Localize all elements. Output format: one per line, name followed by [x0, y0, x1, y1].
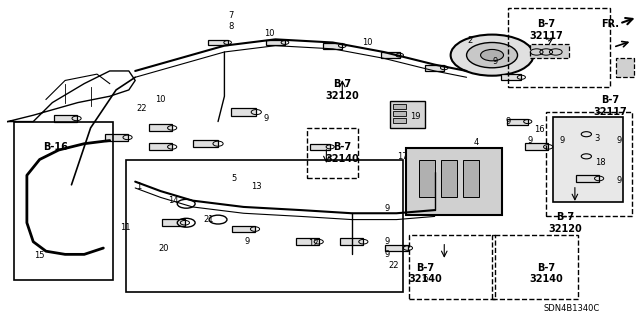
Bar: [508, 119, 528, 125]
Bar: [409, 235, 495, 299]
Text: 22: 22: [136, 104, 147, 113]
Text: 9: 9: [384, 204, 390, 213]
Text: 5: 5: [231, 174, 237, 183]
Text: B-7
32140: B-7 32140: [325, 142, 359, 164]
Bar: [14, 122, 113, 280]
Bar: [394, 111, 406, 116]
Bar: [546, 112, 632, 216]
FancyBboxPatch shape: [406, 148, 502, 215]
Text: B-16: B-16: [43, 142, 68, 152]
Text: SDN4B1340C: SDN4B1340C: [543, 304, 600, 313]
Circle shape: [481, 49, 504, 61]
Text: 15: 15: [35, 251, 45, 260]
Text: 19: 19: [410, 112, 421, 121]
Text: 8: 8: [228, 22, 234, 31]
Bar: [232, 226, 255, 233]
Bar: [576, 175, 599, 182]
Bar: [531, 44, 568, 58]
Text: 9: 9: [617, 136, 622, 145]
Bar: [104, 134, 127, 141]
Bar: [125, 160, 403, 292]
Bar: [390, 101, 425, 128]
Bar: [501, 74, 522, 80]
Bar: [441, 160, 457, 197]
Bar: [209, 40, 228, 45]
Text: 21: 21: [204, 215, 214, 224]
Text: B-7
32117: B-7 32117: [593, 95, 627, 116]
Bar: [231, 108, 256, 116]
Text: 9: 9: [384, 250, 390, 259]
Text: 16: 16: [534, 125, 545, 134]
Bar: [149, 124, 172, 131]
Text: 9: 9: [617, 175, 622, 185]
Text: 10: 10: [156, 95, 166, 104]
Bar: [54, 115, 77, 122]
Bar: [310, 144, 330, 150]
Text: 9: 9: [506, 117, 511, 126]
Text: 13: 13: [251, 182, 262, 191]
Bar: [394, 118, 406, 123]
Text: 9: 9: [527, 136, 533, 145]
Bar: [425, 65, 444, 70]
Text: 17: 17: [397, 152, 408, 161]
Bar: [266, 40, 285, 45]
Text: 9: 9: [493, 57, 498, 66]
Text: 9: 9: [559, 136, 564, 145]
Bar: [149, 144, 172, 150]
Text: 18: 18: [595, 158, 605, 167]
Bar: [323, 43, 342, 48]
FancyBboxPatch shape: [552, 117, 623, 202]
Bar: [492, 235, 578, 299]
Text: FR.: FR.: [601, 19, 619, 28]
Bar: [463, 160, 479, 197]
Text: 6: 6: [422, 274, 428, 283]
Bar: [385, 245, 408, 251]
Bar: [296, 238, 319, 245]
Bar: [394, 104, 406, 109]
Text: 11: 11: [120, 223, 131, 232]
Text: 9: 9: [263, 114, 268, 123]
Bar: [525, 144, 548, 150]
Text: 3: 3: [595, 134, 600, 144]
Bar: [340, 238, 364, 245]
Text: 9: 9: [244, 237, 250, 246]
Text: 1: 1: [136, 182, 141, 191]
Bar: [419, 160, 435, 197]
Text: 4: 4: [474, 137, 479, 147]
Bar: [193, 140, 218, 147]
Text: B-7
32140: B-7 32140: [529, 263, 563, 284]
Text: 20: 20: [159, 243, 169, 253]
Text: 22: 22: [388, 261, 399, 270]
Text: B-7
32120: B-7 32120: [548, 212, 582, 234]
Text: B-7
32140: B-7 32140: [408, 263, 442, 284]
Text: B-7
32120: B-7 32120: [325, 79, 359, 101]
Bar: [307, 128, 358, 178]
Text: B-7
32117: B-7 32117: [529, 19, 563, 41]
Text: 9: 9: [384, 237, 390, 246]
Bar: [616, 58, 634, 77]
Text: 10: 10: [362, 38, 373, 47]
Text: 10: 10: [264, 28, 275, 38]
Text: 2: 2: [467, 36, 472, 45]
Circle shape: [451, 34, 534, 76]
Bar: [508, 8, 610, 87]
Text: 14: 14: [168, 196, 179, 205]
Text: 12: 12: [308, 239, 319, 248]
Bar: [381, 52, 399, 58]
Circle shape: [467, 42, 518, 68]
Bar: [162, 219, 185, 226]
Text: 7: 7: [228, 11, 234, 20]
